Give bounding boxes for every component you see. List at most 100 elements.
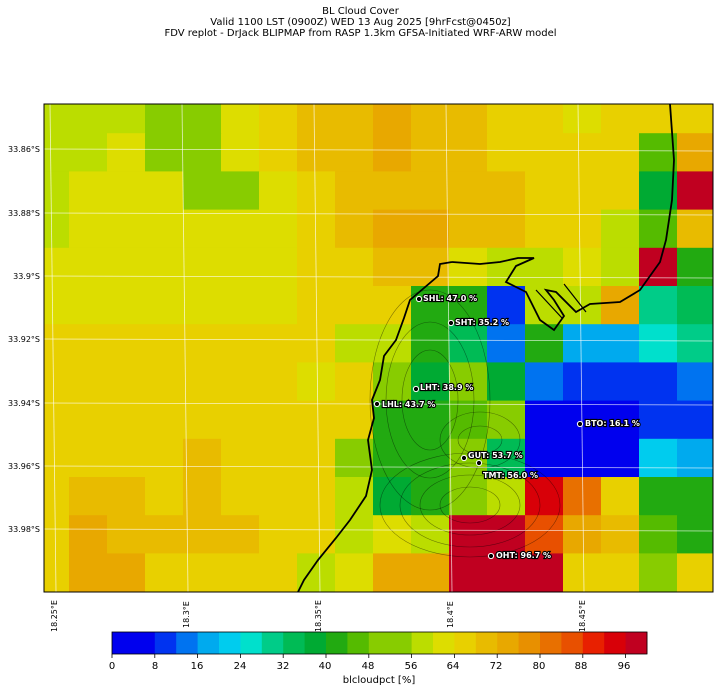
cloud-cell [677, 591, 713, 592]
cloud-cell [449, 104, 488, 134]
cloud-cell [44, 515, 70, 554]
cloud-cell [335, 515, 374, 554]
cloud-cell [715, 515, 721, 554]
colorbar-segment [261, 632, 284, 654]
cloud-cell [449, 362, 488, 402]
cloud-cell [449, 171, 488, 211]
cloud-cell [183, 400, 222, 440]
colorbar-segment [368, 632, 391, 654]
cloud-cell [411, 104, 450, 134]
cloud-cell [221, 515, 260, 554]
cloud-cell [677, 104, 713, 134]
cloud-cell [373, 515, 412, 554]
cloud-cell [563, 515, 602, 554]
cloud-cell [69, 515, 108, 554]
cloud-cell [69, 591, 108, 592]
cloud-cell [449, 324, 488, 363]
cloud-cell [411, 247, 450, 287]
cloud-cell [44, 324, 70, 363]
cloud-cell [221, 133, 260, 172]
colorbar-segment [497, 632, 519, 654]
station-marker [576, 420, 584, 428]
cloud-cell [145, 133, 184, 172]
coastline-west [297, 261, 453, 592]
cloud-cell [297, 209, 336, 249]
cloud-cell [639, 400, 678, 440]
cloud-cell [563, 171, 602, 211]
cloud-cell [601, 400, 640, 440]
cloud-cell [145, 209, 184, 249]
cloud-cell [601, 362, 640, 402]
cloud-cell [69, 324, 108, 363]
cloud-cell [44, 104, 70, 134]
cloud-cell [107, 209, 146, 249]
cloud-cell [563, 209, 602, 249]
cloud-cell [487, 400, 526, 440]
cloud-cell [715, 401, 721, 440]
cloud-cell [639, 247, 678, 287]
lat-gridline [44, 338, 713, 342]
map-frame [43, 103, 714, 593]
cloud-cell [107, 477, 146, 516]
lon-label: 18.3°E [182, 601, 191, 628]
cloud-cell [335, 362, 374, 402]
cloud-cell [69, 553, 108, 592]
cloud-cell [183, 324, 222, 363]
cloud-cell [525, 477, 564, 516]
cloud-cell [183, 247, 222, 287]
station-label: SHT: 35.2 % [455, 318, 509, 327]
station-label: TMT: 56.0 % [483, 471, 538, 480]
cloud-cell [715, 477, 721, 516]
cloud-cell [373, 438, 412, 478]
cloud-cell [601, 324, 640, 363]
cloud-cell [44, 477, 70, 516]
cloud-cell [373, 247, 412, 287]
cloud-cell [677, 171, 713, 211]
lon-label: 18.25°E [50, 600, 59, 632]
colorbar-segment [326, 632, 348, 654]
colorbar-tick: 64 [446, 661, 460, 672]
colorbar-label: blcloudpct [%] [342, 675, 416, 686]
cloud-cell [639, 209, 678, 249]
cloud-cell [107, 400, 146, 440]
cloud-cell [69, 171, 108, 211]
colorbar-segment [411, 632, 434, 654]
colorbar-segment [625, 632, 648, 654]
cloud-cell [259, 477, 298, 516]
cloud-cell [221, 286, 260, 325]
cloud-cell [601, 515, 640, 554]
cloud-cell [297, 324, 336, 363]
cloud-cell [715, 553, 721, 592]
cloud-cell [487, 553, 526, 592]
cloud-cell [335, 104, 374, 134]
colorbar-tick: 16 [190, 661, 204, 672]
cloud-cell [639, 438, 678, 478]
colorbar-segment [540, 632, 562, 654]
cloud-cell [487, 171, 526, 211]
cloud-cell [183, 362, 222, 402]
cloud-cell [677, 286, 713, 325]
cloud-cell [335, 247, 374, 287]
lon-label: 18.45°E [578, 600, 587, 632]
cloud-cell [487, 286, 526, 325]
cloud-cell [145, 324, 184, 363]
cloud-cell [221, 209, 260, 249]
terrain-contour [369, 289, 491, 511]
cloud-cell [297, 171, 336, 211]
cloud-cell [639, 553, 678, 592]
colorbar-segment [219, 632, 241, 654]
cloud-cell [677, 247, 713, 287]
cloud-cell [487, 591, 526, 592]
cloud-cell [107, 286, 146, 325]
cloud-cell [411, 133, 450, 172]
cloud-cell [639, 324, 678, 363]
cloud-cell [373, 171, 412, 211]
cloud-cell [677, 438, 713, 478]
station-marker [447, 319, 455, 327]
cloud-cell [715, 248, 721, 287]
cloud-cell [259, 209, 298, 249]
cloud-cell [563, 104, 602, 134]
cloud-cell [145, 515, 184, 554]
cloud-cell [44, 133, 70, 172]
cloud-cell [449, 209, 488, 249]
